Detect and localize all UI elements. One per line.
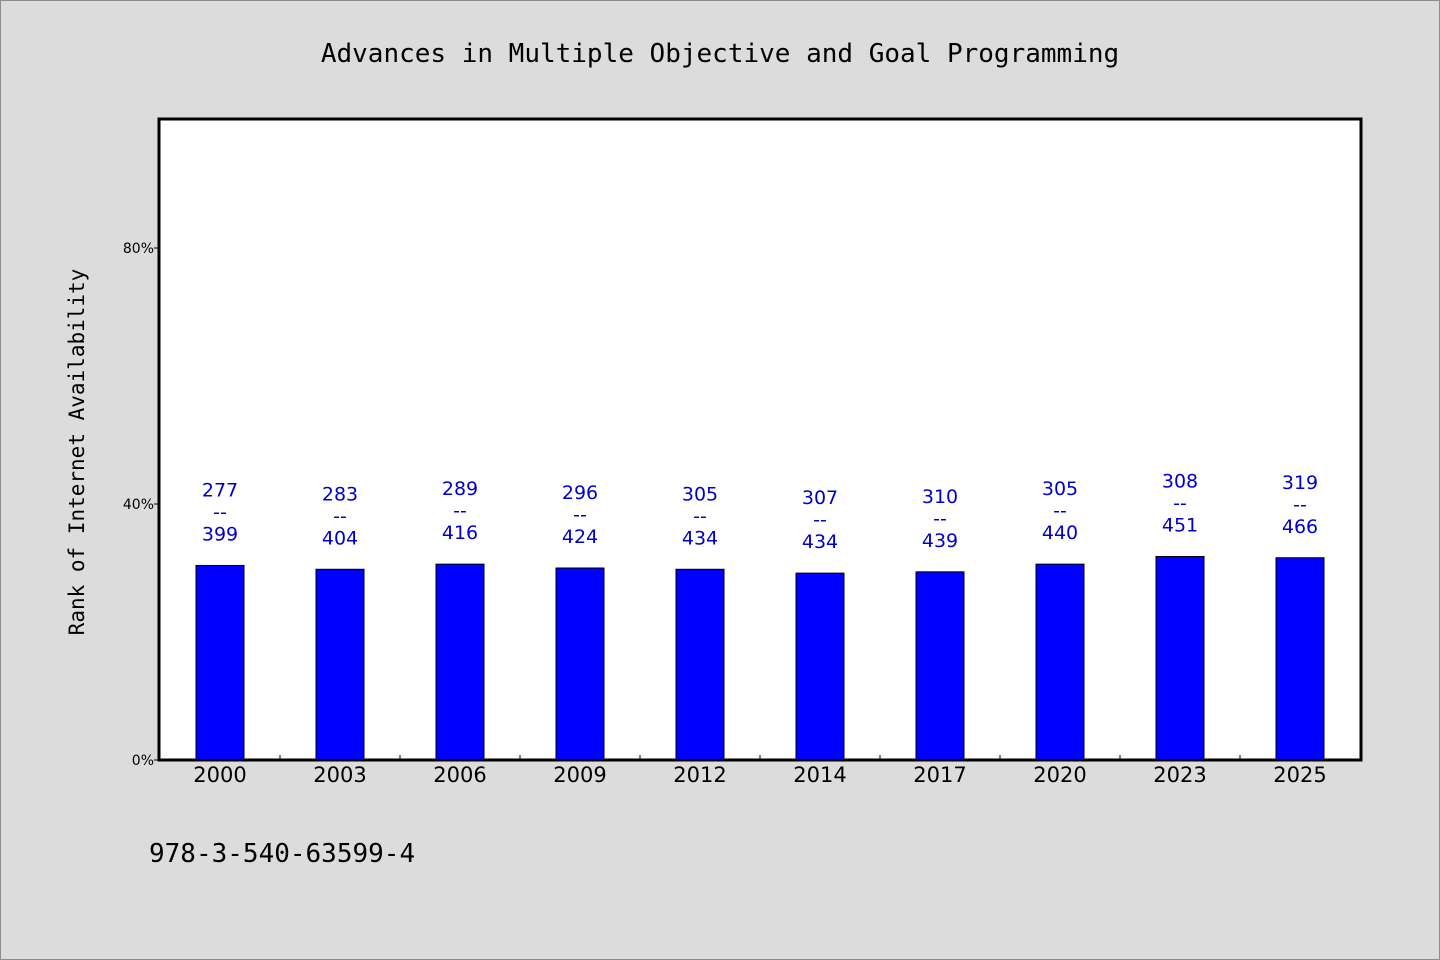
- bar: [315, 568, 365, 761]
- data-label-bottom: 399: [202, 523, 238, 545]
- x-tick-label: 2009: [553, 763, 606, 787]
- bar: [435, 563, 485, 761]
- data-label-top: 305: [682, 483, 718, 505]
- x-axis: 2000 2003 2006 2009 2012 2014 2017 2020 2023 2025: [193, 755, 1327, 787]
- data-label-separator: --: [453, 500, 467, 522]
- bar: [1155, 555, 1205, 761]
- data-label-bottom: 416: [442, 522, 478, 544]
- bar: [915, 571, 965, 761]
- x-tick-label: 2023: [1153, 763, 1206, 787]
- data-label-separator: --: [813, 509, 827, 531]
- data-label-separator: --: [333, 505, 347, 527]
- data-labels: 277--399283--404289--416296--424305--434…: [202, 470, 1318, 553]
- data-label-top: 310: [922, 486, 958, 508]
- data-label-bottom: 440: [1042, 522, 1078, 544]
- data-label-top: 289: [442, 478, 478, 500]
- bar: [795, 572, 845, 761]
- data-label-top: 277: [202, 479, 238, 501]
- bar: [1035, 563, 1085, 761]
- data-label-separator: --: [693, 505, 707, 527]
- data-label-top: 283: [322, 483, 358, 505]
- x-tick-label: 2017: [913, 763, 966, 787]
- x-tick-label: 2020: [1033, 763, 1086, 787]
- bar: [555, 567, 605, 761]
- bar: [1275, 557, 1325, 761]
- data-label-separator: --: [933, 508, 947, 530]
- data-label-separator: --: [1173, 492, 1187, 514]
- y-axis-label: Rank of Internet Availability: [65, 269, 89, 636]
- data-label-separator: --: [573, 504, 587, 526]
- y-tick-label: 40%: [123, 497, 154, 513]
- x-tick-label: 2025: [1273, 763, 1326, 787]
- x-tick-label: 2003: [313, 763, 366, 787]
- chart-title: Advances in Multiple Objective and Goal …: [321, 39, 1119, 69]
- y-tick-label: 0%: [132, 753, 154, 769]
- x-tick-label: 2012: [673, 763, 726, 787]
- data-label-separator: --: [213, 501, 227, 523]
- bar: [195, 564, 245, 761]
- data-label-bottom: 434: [682, 527, 718, 549]
- data-label-bottom: 434: [802, 531, 838, 553]
- y-tick-label: 80%: [123, 241, 154, 257]
- y-axis: 0% 40% 80%: [123, 241, 160, 769]
- data-label-bottom: 424: [562, 526, 598, 548]
- data-label-bottom: 404: [322, 527, 358, 549]
- data-label-top: 296: [562, 482, 598, 504]
- x-tick-label: 2014: [793, 763, 846, 787]
- data-label-bottom: 466: [1282, 516, 1318, 538]
- isbn-footer: 978-3-540-63599-4: [149, 839, 415, 869]
- x-tick-label: 2006: [433, 763, 486, 787]
- bars: [195, 555, 1325, 761]
- x-tick-label: 2000: [193, 763, 246, 787]
- data-label-top: 308: [1162, 470, 1198, 492]
- data-label-top: 307: [802, 487, 838, 509]
- data-label-bottom: 451: [1162, 514, 1198, 536]
- data-label-separator: --: [1053, 500, 1067, 522]
- data-label-top: 305: [1042, 478, 1078, 500]
- data-label-top: 319: [1282, 472, 1318, 494]
- bar: [675, 568, 725, 761]
- data-label-bottom: 439: [922, 530, 958, 552]
- data-label-separator: --: [1293, 494, 1307, 516]
